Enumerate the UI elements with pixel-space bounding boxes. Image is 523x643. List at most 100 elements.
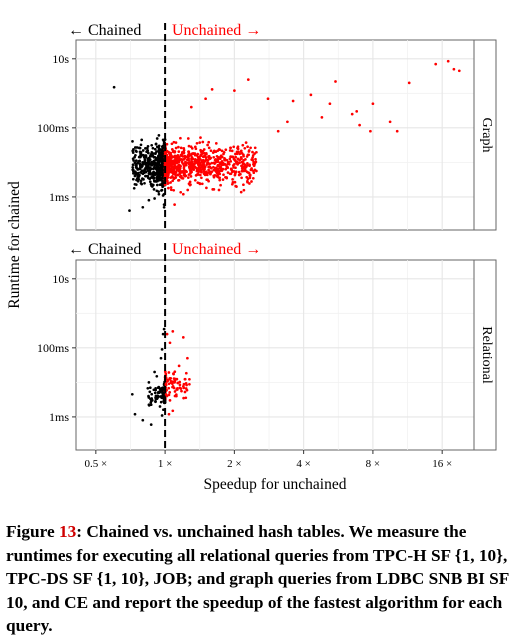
data-point-unchained (242, 188, 246, 192)
data-point-chained (154, 396, 157, 399)
data-point-chained (132, 172, 135, 175)
data-point-unchained (218, 178, 222, 182)
data-point-unchained (235, 150, 239, 154)
data-point-chained (155, 177, 159, 181)
data-point-unchained (251, 176, 255, 180)
data-point-chained (142, 178, 145, 181)
data-point-unchained (189, 105, 193, 109)
data-point-unchained (230, 168, 234, 172)
data-point-unchained (233, 173, 237, 177)
data-point-chained (112, 85, 116, 89)
data-point-chained (155, 158, 159, 162)
data-point-unchained (233, 180, 237, 184)
data-point-chained (133, 161, 137, 165)
data-point-unchained (165, 179, 169, 183)
data-point-chained (138, 150, 142, 154)
data-point-unchained (234, 155, 238, 159)
data-point-chained (159, 156, 163, 159)
data-point-chained (153, 370, 156, 374)
data-point-unchained (173, 370, 177, 374)
data-point-unchained (187, 173, 191, 176)
data-point-unchained (238, 152, 242, 156)
x-axis-title: Speedup for unchained (204, 476, 347, 493)
data-point-unchained (193, 159, 197, 163)
data-point-unchained (230, 182, 234, 186)
data-point-unchained (199, 136, 202, 139)
data-point-chained (146, 144, 150, 148)
data-point-unchained (210, 161, 214, 165)
data-point-chained (151, 151, 155, 155)
data-point-unchained (245, 155, 249, 158)
data-point-unchained (193, 145, 197, 149)
x-tick-label: 4 × (296, 458, 310, 470)
data-point-unchained (166, 167, 169, 170)
data-point-unchained (207, 168, 210, 172)
data-point-unchained (218, 172, 222, 176)
data-point-chained (135, 150, 138, 153)
data-point-unchained (187, 158, 191, 162)
data-point-unchained (240, 176, 243, 180)
data-point-chained (155, 183, 159, 187)
data-point-unchained (175, 377, 179, 381)
data-point-chained (146, 151, 150, 155)
data-point-unchained (198, 155, 202, 158)
data-point-unchained (210, 88, 214, 91)
data-point-chained (159, 164, 163, 168)
data-point-chained (158, 176, 162, 180)
data-point-unchained (239, 149, 243, 153)
data-point-chained (148, 390, 152, 394)
data-point-unchained (196, 152, 200, 156)
data-point-unchained (187, 152, 191, 155)
data-point-unchained (219, 167, 223, 171)
data-point-unchained (236, 145, 240, 149)
data-point-unchained (173, 203, 176, 206)
caption-text: : Chained vs. unchained hash tables. We … (6, 522, 509, 635)
data-point-unchained (214, 142, 218, 145)
data-point-chained (154, 142, 158, 146)
data-point-unchained (167, 186, 170, 190)
data-point-unchained (369, 129, 372, 133)
data-point-unchained (172, 372, 175, 375)
data-point-chained (158, 173, 161, 177)
data-point-chained (135, 172, 138, 175)
data-point-unchained (241, 143, 245, 147)
data-point-unchained (239, 155, 243, 159)
data-point-unchained (188, 382, 191, 386)
data-point-unchained (206, 178, 209, 182)
data-point-unchained (242, 162, 246, 165)
data-point-unchained (174, 141, 178, 144)
data-point-unchained (217, 188, 221, 192)
data-point-unchained (212, 149, 216, 153)
data-point-unchained (195, 141, 199, 145)
data-point-unchained (178, 386, 182, 390)
data-point-chained (131, 165, 135, 169)
data-point-chained (134, 159, 138, 162)
data-point-chained (130, 392, 134, 396)
data-point-unchained (434, 62, 438, 66)
data-point-chained (162, 408, 165, 412)
data-point-unchained (183, 174, 187, 178)
strip-label-graph: Graph (479, 118, 494, 153)
data-point-unchained (234, 166, 237, 170)
data-point-unchained (291, 99, 295, 103)
data-point-unchained (176, 173, 180, 177)
data-point-unchained (203, 173, 207, 177)
data-point-chained (157, 151, 161, 155)
panel-frame-relational (75, 259, 475, 451)
data-point-unchained (189, 175, 193, 178)
data-point-chained (143, 170, 147, 174)
data-point-chained (156, 171, 160, 175)
data-point-unchained (180, 169, 184, 173)
data-point-chained (148, 169, 151, 172)
data-point-chained (150, 392, 154, 396)
data-point-unchained (167, 386, 171, 390)
data-point-chained (161, 138, 165, 142)
data-point-unchained (199, 148, 202, 152)
data-point-unchained (309, 93, 313, 97)
data-point-unchained (179, 146, 183, 150)
data-point-chained (146, 386, 150, 390)
data-point-unchained (166, 173, 170, 176)
data-point-chained (160, 158, 164, 161)
data-point-unchained (228, 172, 232, 176)
